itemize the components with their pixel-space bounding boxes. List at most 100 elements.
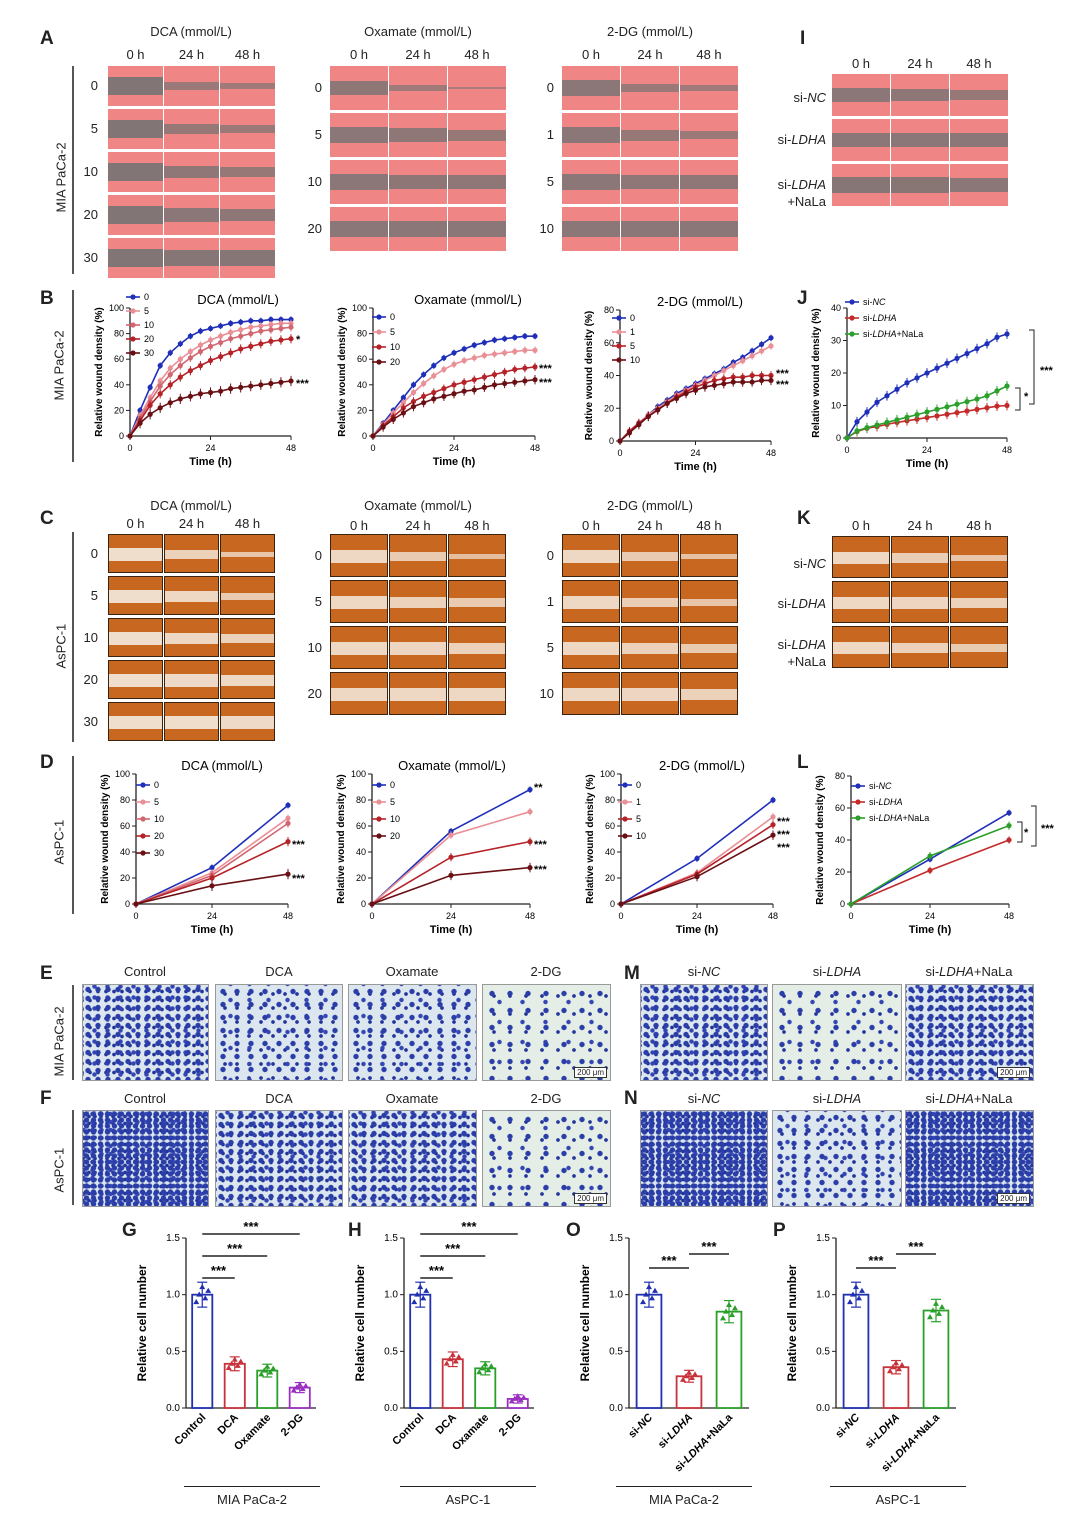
y-tick-label: 0.5 [384,1346,398,1357]
data-point [512,334,518,341]
x-tick-label: 24 [692,911,702,921]
dose-row-label: 1 [546,127,554,142]
y-tick-label: 80 [120,795,130,805]
data-point [147,402,153,408]
wound-gap [563,688,619,701]
data-point [461,357,467,364]
bar-si-LDHA+NaLa [715,1310,743,1409]
data-point [471,342,477,348]
data-point [854,428,860,434]
transwell-image-f-2dg: 200 μm [482,1110,611,1207]
wound-gap [833,641,889,655]
col-48h: 48 h [234,516,261,531]
x-axis-label: Time (h) [191,924,234,936]
data-point [887,1367,893,1374]
row-bracket-e [72,985,74,1080]
dose-row-label: 20 [83,207,98,222]
data-point [278,316,284,323]
data-point [721,367,727,374]
legend-marker [616,357,622,363]
legend-label: 20 [144,334,154,344]
group-label-p: AsPC-1 [875,1492,921,1507]
data-point [899,1362,905,1368]
data-point [984,405,990,411]
x-tick-label: 24 [446,911,456,921]
significance-stars: *** [539,377,553,389]
x-tick-label: 48 [768,911,778,921]
y-tick-label: 1.0 [384,1290,398,1301]
wound-image [389,207,447,251]
y-axis-label: Relative wound density (%) [94,307,105,436]
data-point [933,1300,939,1306]
data-point [261,1367,268,1373]
group-label-g: MIA PaCa-2 [216,1492,288,1507]
wound-image [832,74,890,116]
data-point [268,322,274,328]
wound-image [389,534,447,577]
dose-row-label: 0 [546,80,554,95]
y-tick-label: 40 [604,371,614,381]
y-tick-label: 20 [831,368,841,378]
legend-marker [622,833,628,839]
data-point [193,1298,200,1305]
row-bracket-d [72,756,74,914]
panel-a-oxa-title: Oxamate (mmol/L) [364,24,472,39]
data-point [527,809,533,815]
data-point [296,1381,303,1387]
dose-row-label: 5 [90,587,98,603]
dose-row-label: 10 [83,629,98,645]
data-point [167,371,173,378]
wound-image [164,618,219,657]
data-point [369,901,375,907]
legend: 0 5 10 20 [372,780,400,841]
y-tick-label: 80 [356,795,366,805]
wound-gap [331,596,387,609]
wound-image [621,113,679,157]
wound-gap [622,552,678,561]
dose-row-label: 0 [90,545,98,561]
data-point [461,388,467,394]
significance-stars: *** [445,1241,461,1256]
row-bracket-f [72,1110,74,1205]
y-axis-label: Relative cell number [353,1264,367,1381]
data-point [197,328,204,334]
col-0h: 0 h [851,56,871,71]
y-tick-label: 20 [114,405,124,415]
wound-gap [950,132,1008,148]
category-label: si-LDHA [656,1412,695,1451]
data-point [258,341,264,347]
data-point [502,350,508,356]
significance-bracket [1017,821,1023,843]
data-point [894,386,900,392]
x-tick-label: 48 [525,911,535,921]
significance-stars: * [1024,391,1029,403]
data-point [884,419,890,425]
x-tick-label: 0 [133,911,138,921]
data-point [522,365,528,371]
data-point [649,1295,655,1301]
dose-row-label: 20 [307,685,322,701]
data-point [683,1373,689,1379]
wound-image [330,534,388,577]
data-point [850,1291,856,1297]
legend: si-NC si-LDHA si-LDHA+NaLa [845,297,923,339]
significance-stars: *** [776,368,790,380]
wound-gap [330,127,388,143]
legend-label: 0 [390,780,395,790]
legend-label: si-NC [869,781,892,791]
data-point [770,797,776,803]
wound-gap [164,82,219,90]
data-point [884,393,890,399]
data-point [847,1298,853,1305]
data-point [994,388,1000,394]
data-point [479,1365,486,1371]
x-axis-label: Time (h) [674,461,717,473]
wound-image [562,207,620,251]
col-24h: 24 h [637,47,663,62]
data-point [481,352,487,358]
wound-image [330,626,388,669]
data-point [410,382,417,388]
row-label-si-ldha-nala: si-LDHA +NaLa [777,637,826,669]
data-point [485,1367,492,1373]
wound-gap [833,551,889,565]
